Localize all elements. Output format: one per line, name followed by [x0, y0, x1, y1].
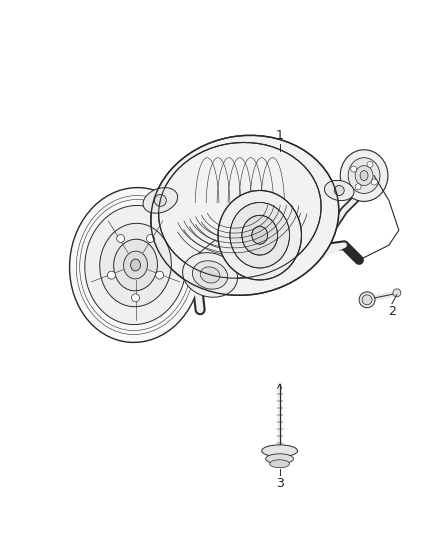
Ellipse shape — [340, 150, 388, 201]
Circle shape — [131, 294, 140, 302]
Text: 3: 3 — [276, 477, 283, 490]
Ellipse shape — [266, 454, 293, 464]
Circle shape — [107, 271, 115, 279]
Circle shape — [367, 161, 373, 167]
Ellipse shape — [242, 215, 278, 255]
Ellipse shape — [355, 166, 373, 185]
Ellipse shape — [151, 135, 339, 295]
Circle shape — [362, 295, 372, 305]
Ellipse shape — [348, 158, 380, 193]
Circle shape — [146, 235, 155, 243]
Circle shape — [355, 184, 361, 190]
Ellipse shape — [70, 188, 201, 342]
Text: 1: 1 — [276, 130, 283, 142]
Ellipse shape — [192, 261, 228, 289]
Ellipse shape — [218, 190, 301, 280]
Ellipse shape — [183, 253, 237, 297]
Circle shape — [351, 166, 357, 172]
Circle shape — [334, 185, 344, 196]
Circle shape — [371, 179, 378, 185]
Ellipse shape — [113, 239, 157, 291]
Ellipse shape — [100, 223, 171, 306]
Circle shape — [393, 289, 401, 297]
Ellipse shape — [200, 267, 220, 283]
Ellipse shape — [360, 171, 368, 181]
Circle shape — [359, 292, 375, 308]
Ellipse shape — [143, 188, 178, 213]
Circle shape — [117, 235, 125, 243]
Ellipse shape — [325, 180, 354, 200]
Ellipse shape — [252, 226, 268, 244]
Ellipse shape — [230, 203, 290, 268]
Text: 2: 2 — [388, 305, 396, 318]
Ellipse shape — [85, 205, 186, 325]
Ellipse shape — [270, 460, 290, 468]
Ellipse shape — [131, 259, 141, 271]
Circle shape — [155, 195, 166, 206]
Circle shape — [155, 271, 164, 279]
Ellipse shape — [124, 251, 148, 279]
Ellipse shape — [262, 445, 297, 457]
